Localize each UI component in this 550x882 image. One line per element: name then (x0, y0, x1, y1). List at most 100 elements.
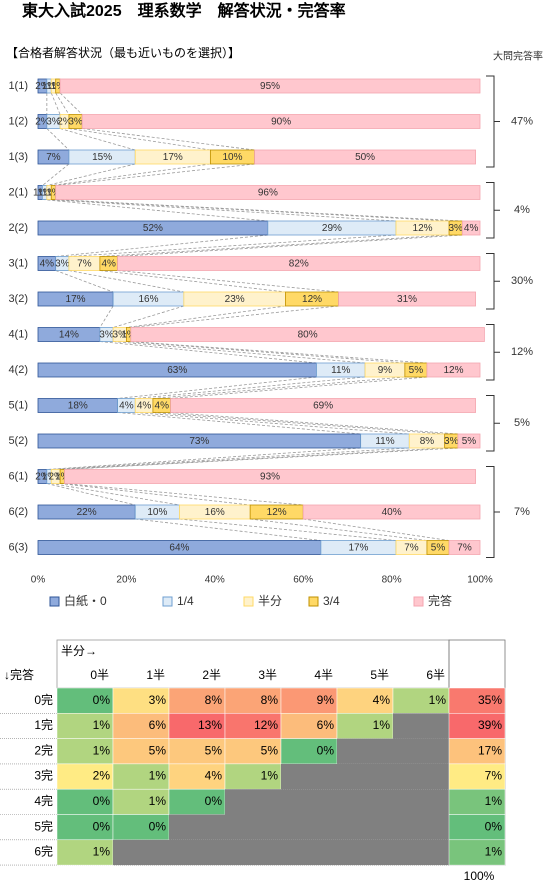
heat-cell (56, 839, 114, 866)
data-label: 4% (137, 401, 152, 412)
data-label: 16% (138, 294, 158, 305)
row-header: 1完 (34, 717, 53, 732)
total-cell (448, 788, 506, 815)
series-line (113, 341, 366, 364)
row-header: 3完 (34, 768, 53, 783)
y-tick-label: 4(1) (8, 328, 28, 340)
series-line (117, 376, 317, 399)
y-tick-label: 4(2) (8, 364, 28, 376)
column-header: 0半 (90, 668, 109, 682)
series-line (59, 92, 83, 115)
total-cell (448, 687, 506, 714)
series-line (51, 483, 180, 506)
data-label: 1% (46, 81, 61, 92)
data-label: 18% (68, 401, 88, 412)
data-label: 8% (420, 436, 435, 447)
heat-cell (112, 687, 170, 714)
series-line (82, 128, 255, 151)
group-value-label: 47% (511, 115, 533, 127)
series-line (152, 412, 445, 435)
data-label: 96% (258, 188, 278, 199)
cell-value: 12% (254, 718, 278, 732)
data-label: 4% (40, 259, 55, 270)
data-label: 3% (99, 330, 114, 341)
data-label: 2% (57, 117, 72, 128)
data-label: 40% (382, 507, 402, 518)
heat-cell (224, 738, 282, 765)
data-label: 3% (55, 259, 70, 270)
empty-cell (281, 763, 337, 790)
y-tick-label: 1(2) (8, 115, 28, 127)
data-label: 4% (101, 259, 116, 270)
bar-segment (448, 540, 481, 555)
series-line (113, 305, 184, 328)
bar-segment (457, 433, 481, 449)
data-label: 17% (66, 294, 86, 305)
data-label: 11% (375, 436, 394, 447)
series-line (170, 412, 458, 435)
cell-value: 0% (317, 743, 335, 757)
group-bracket (486, 182, 500, 239)
cell-value: 4% (373, 693, 391, 707)
y-tick-label: 3(1) (8, 257, 28, 269)
cell-value: 8% (261, 693, 279, 707)
cell-value: 1% (93, 718, 111, 732)
series-line (55, 234, 268, 257)
series-line (55, 199, 463, 222)
bar-segment (302, 504, 481, 520)
column-header: 6半 (426, 668, 445, 682)
heat-cell (168, 713, 226, 739)
data-label: 2% (35, 81, 50, 92)
empty-cell (393, 713, 449, 739)
legend-label: 3/4 (323, 594, 340, 608)
legend-swatch (243, 596, 254, 607)
y-tick-label: 6(1) (8, 470, 28, 482)
series-line (46, 163, 136, 186)
series-line (152, 376, 405, 399)
series-line (130, 341, 427, 364)
bar-segment (64, 469, 476, 484)
series-line (250, 518, 428, 541)
group-bracket (486, 395, 500, 452)
y-tick-label: 3(2) (8, 293, 28, 305)
data-label: 1% (55, 472, 70, 483)
cell-value: 0% (93, 693, 111, 707)
cell-value: 1% (149, 769, 167, 783)
empty-cell (393, 763, 449, 790)
empty-cell (225, 789, 281, 815)
cell-value: 1% (261, 769, 279, 783)
series-line (117, 270, 339, 293)
data-label: 3% (68, 117, 83, 128)
data-label: 64% (169, 543, 189, 554)
heat-cell (56, 687, 114, 714)
data-label: 17% (348, 543, 368, 554)
legend-label: 半分 (258, 594, 282, 608)
data-label: 80% (298, 330, 318, 341)
column-header: 3半 (258, 668, 277, 682)
row-header: 4完 (34, 793, 53, 808)
heat-cell (168, 687, 226, 714)
data-label: 23% (225, 294, 245, 305)
series-line (46, 447, 361, 470)
cell-value: 0% (93, 794, 111, 808)
data-label: 69% (313, 401, 333, 412)
legend-swatch (308, 596, 319, 607)
data-label: 73% (189, 436, 209, 447)
x-tick-label: 80% (382, 575, 402, 586)
heat-cell (224, 687, 282, 714)
series-line (50, 92, 61, 115)
cell-value: 0% (93, 819, 111, 833)
data-label: 15% (92, 152, 112, 163)
heat-cell (56, 713, 114, 739)
series-line (126, 305, 286, 328)
group-value-label: 12% (511, 346, 533, 358)
chart-title: 東大入試2025 理系数学 解答状況・完答率 (22, 1, 346, 20)
series-line (135, 376, 366, 399)
data-label: 11% (331, 365, 350, 376)
data-label: 5% (431, 543, 446, 554)
heat-cell (336, 713, 394, 739)
heat-cell (224, 763, 282, 790)
cell-value: 1% (373, 718, 391, 732)
series-line (60, 483, 251, 506)
legend-label: 完答 (428, 593, 452, 608)
